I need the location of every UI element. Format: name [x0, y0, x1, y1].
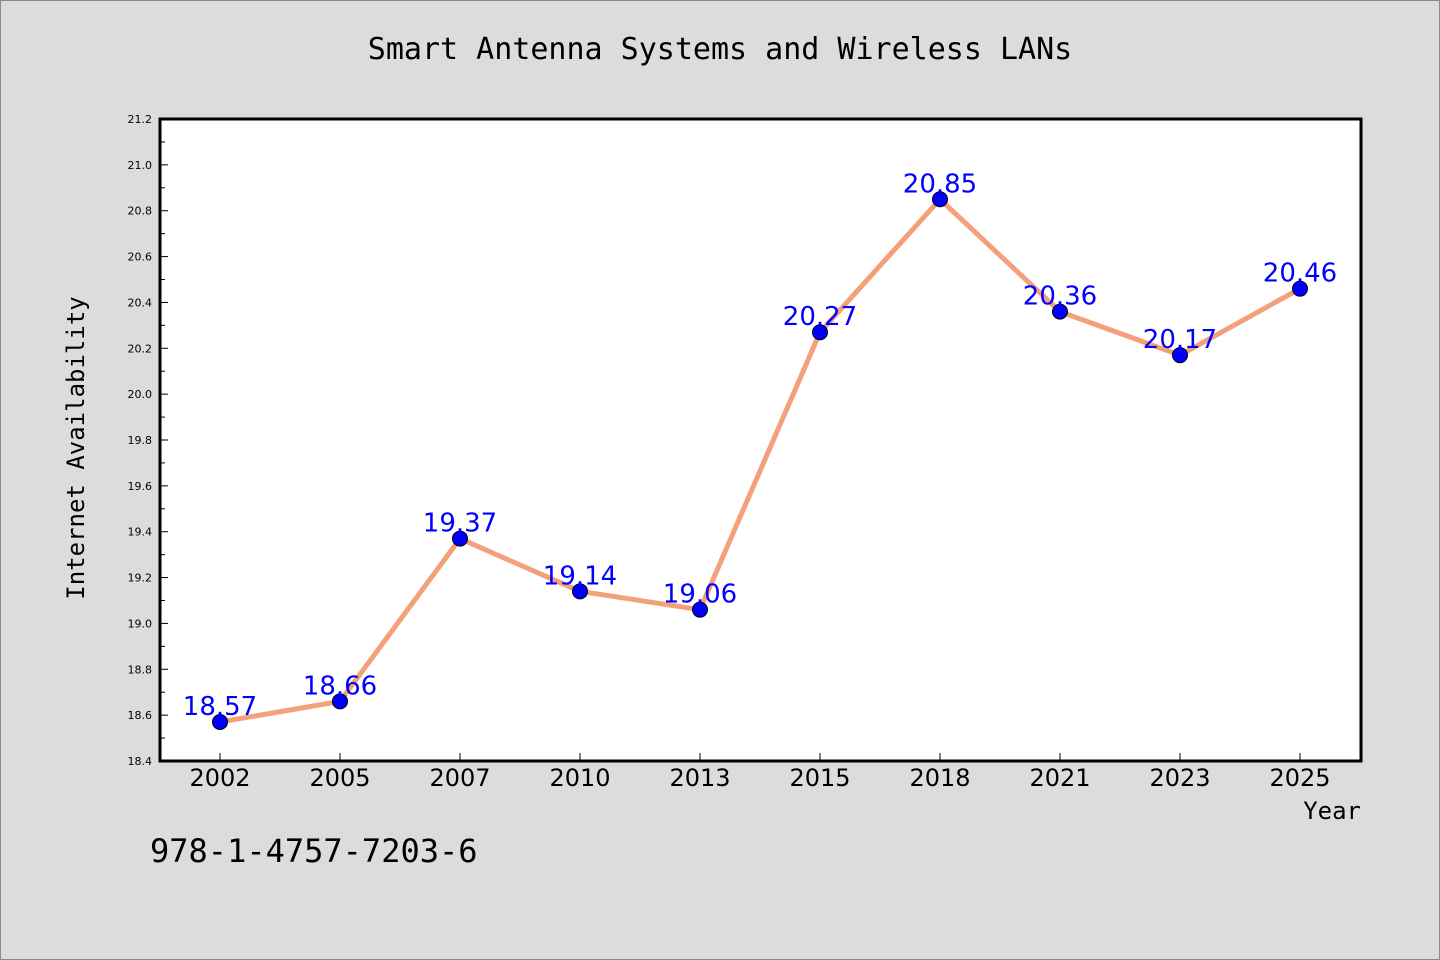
- y-tick-label: 20.0: [128, 388, 153, 401]
- x-tick-label: 2015: [789, 764, 850, 792]
- x-tick-label: 2021: [1029, 764, 1090, 792]
- x-tick-label: 2025: [1269, 764, 1330, 792]
- data-label: 18.66: [303, 671, 377, 701]
- series-line: [219, 196, 1302, 725]
- y-tick-label: 18.6: [128, 709, 153, 722]
- y-tick-label: 19.8: [128, 434, 153, 447]
- data-point: [1172, 347, 1188, 364]
- plot-border: [158, 117, 1363, 763]
- x-tick-label: 2018: [909, 764, 970, 792]
- data-point: [1292, 280, 1308, 297]
- data-point: [932, 191, 948, 208]
- data-label: 20.46: [1263, 259, 1337, 289]
- data-point: [572, 583, 588, 600]
- x-tick-label: 2005: [309, 764, 370, 792]
- y-tick-label: 19.6: [128, 480, 153, 493]
- chart-title: Smart Antenna Systems and Wireless LANs: [367, 32, 1073, 67]
- data-point: [452, 530, 468, 547]
- x-axis-title: Year: [1303, 797, 1361, 825]
- isbn-text: 978-1-4757-7203-6: [150, 832, 478, 870]
- data-point: [332, 693, 348, 710]
- x-tick-label: 2013: [669, 764, 730, 792]
- data-label: 20.27: [783, 302, 857, 332]
- y-tick-label: 20.6: [128, 251, 153, 264]
- x-tick-label: 2002: [189, 764, 250, 792]
- data-label: 20.85: [903, 169, 977, 199]
- y-tick-label: 18.8: [128, 663, 153, 676]
- y-tick-label: 19.2: [128, 572, 153, 585]
- plot-area: [160, 119, 1361, 761]
- data-label: 19.14: [543, 561, 617, 591]
- data-markers: [212, 191, 1308, 731]
- x-tick-label: 2010: [549, 764, 610, 792]
- y-tick-label: 18.4: [128, 755, 153, 768]
- data-point: [812, 324, 828, 341]
- data-label: 18.57: [183, 692, 257, 722]
- data-label: 20.17: [1143, 325, 1217, 355]
- y-tick-label: 20.4: [128, 296, 153, 309]
- y-tick-label: 21.2: [128, 113, 153, 126]
- data-point: [692, 601, 708, 618]
- y-tick-label: 20.8: [128, 205, 153, 218]
- data-labels: 18.57 18.66 19.37 19.14 19.06 20.27 20.85 20.36…: [183, 169, 1337, 722]
- y-tick-label: 19.0: [128, 617, 153, 630]
- y-tick-label: 19.4: [128, 526, 153, 539]
- data-label: 19.37: [423, 509, 497, 539]
- x-tick-label: 2023: [1149, 764, 1210, 792]
- x-axis: 2002 2005 2007 2010 2013 2015 2018 2021 2023 2025: [189, 753, 1331, 792]
- y-axis: 18.4 18.6 18.8 19.0 19.2 19.4 19.6 19.8 20.0 20.2…: [128, 113, 168, 768]
- x-tick-label: 2007: [429, 764, 490, 792]
- data-point: [1052, 303, 1068, 320]
- y-axis-title: Internet Availability: [62, 296, 90, 599]
- data-label: 20.36: [1023, 282, 1097, 312]
- y-tick-label: 21.0: [128, 159, 153, 172]
- y-tick-label: 20.2: [128, 342, 153, 355]
- data-point: [212, 714, 228, 731]
- data-label: 19.06: [663, 580, 737, 610]
